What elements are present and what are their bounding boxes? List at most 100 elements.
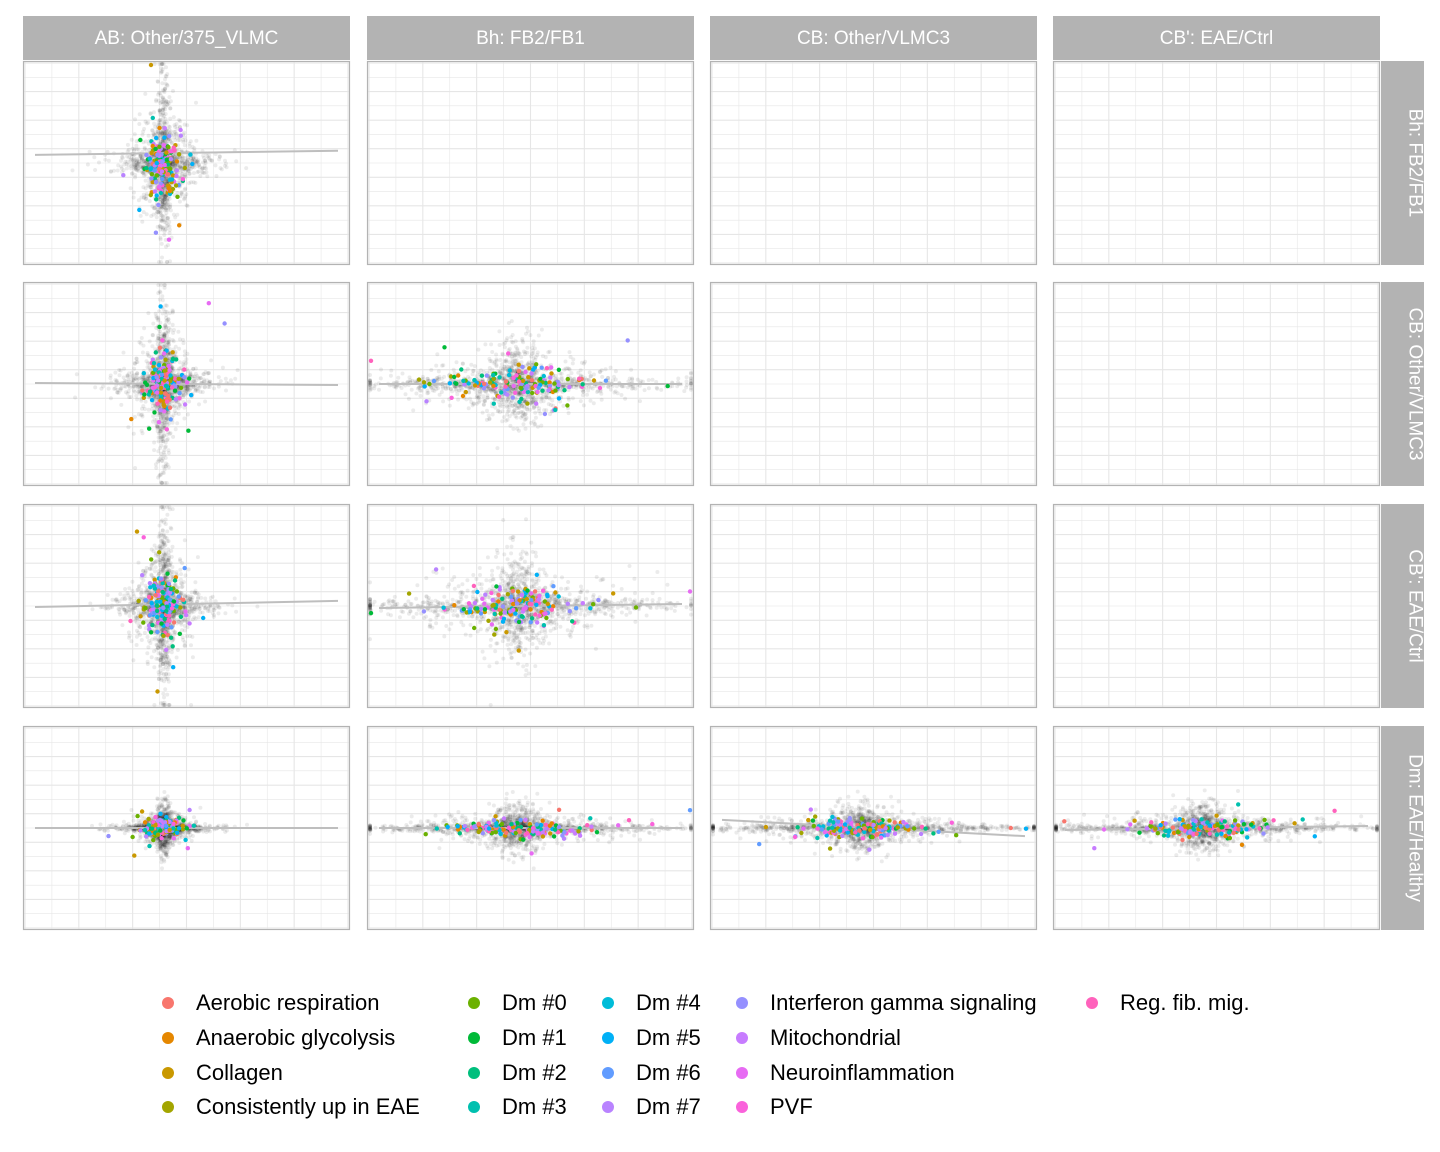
- data-point: [97, 160, 101, 165]
- highlighted-point: [149, 150, 154, 156]
- highlighted-point: [454, 381, 459, 386]
- highlighted-point: [541, 373, 546, 379]
- data-point: [543, 355, 548, 360]
- highlighted-point: [427, 381, 432, 387]
- data-point: [159, 225, 164, 230]
- data-point: [186, 369, 190, 374]
- data-point: [130, 157, 135, 162]
- data-point: [134, 372, 139, 377]
- data-point: [182, 416, 187, 421]
- highlighted-point: [556, 382, 561, 388]
- data-point: [124, 162, 129, 166]
- data-point: [483, 399, 487, 404]
- data-point: [535, 350, 540, 355]
- highlighted-point: [525, 401, 530, 406]
- data-point: [168, 106, 173, 111]
- data-point: [158, 235, 163, 240]
- highlighted-point: [170, 356, 176, 362]
- facet-panel: [22, 503, 351, 709]
- data-point: [209, 358, 214, 363]
- highlighted-point: [162, 378, 167, 383]
- facet-panel: [22, 281, 351, 487]
- row-strip: [1381, 61, 1424, 265]
- data-point: [485, 395, 490, 400]
- data-point: [164, 226, 169, 231]
- data-point: [142, 126, 147, 131]
- data-point: [168, 327, 173, 332]
- highlighted-point: [549, 371, 554, 376]
- data-point: [119, 155, 124, 160]
- highlighted-point: [174, 159, 180, 164]
- data-point: [558, 371, 563, 376]
- highlighted-point: [158, 355, 164, 360]
- data-point: [580, 393, 585, 398]
- data-point: [161, 62, 166, 66]
- data-point: [140, 406, 144, 411]
- data-point: [143, 178, 148, 183]
- data-point: [525, 407, 530, 412]
- highlighted-point: [456, 373, 461, 378]
- data-point: [516, 428, 521, 433]
- data-point: [108, 376, 113, 381]
- highlighted-point: [544, 366, 550, 371]
- data-point: [190, 379, 195, 384]
- highlighted-point: [520, 364, 525, 370]
- highlighted-point: [167, 188, 173, 194]
- highlighted-point: [565, 376, 570, 382]
- facet-panel: [22, 60, 351, 266]
- data-point: [137, 162, 142, 166]
- highlighted-point: [178, 385, 184, 390]
- highlighted-point: [174, 173, 179, 179]
- data-point: [167, 128, 172, 133]
- data-point: [125, 142, 130, 147]
- data-point: [93, 168, 98, 172]
- data-point: [159, 443, 164, 448]
- data-point: [137, 122, 142, 126]
- data-point: [436, 386, 440, 391]
- highlighted-point: [155, 401, 160, 406]
- data-point: [494, 362, 499, 367]
- data-point: [684, 375, 689, 380]
- data-point: [177, 179, 182, 184]
- data-point: [155, 224, 160, 229]
- data-point: [550, 398, 555, 403]
- highlighted-point: [539, 365, 544, 370]
- data-point: [151, 321, 156, 326]
- data-point: [533, 415, 538, 420]
- data-point: [153, 311, 158, 316]
- data-point: [193, 366, 198, 371]
- data-point: [195, 170, 200, 175]
- highlighted-point: [173, 183, 179, 188]
- data-point: [99, 386, 104, 391]
- highlighted-point: [166, 144, 171, 150]
- data-point: [480, 410, 485, 415]
- data-point: [372, 386, 377, 391]
- data-point: [587, 370, 592, 375]
- data-point: [92, 155, 97, 160]
- highlighted-point: [169, 385, 175, 390]
- data-point: [163, 100, 168, 105]
- data-point: [179, 159, 184, 164]
- data-point: [155, 342, 160, 347]
- data-point: [168, 116, 173, 121]
- highlighted-point: [159, 385, 164, 391]
- data-point: [135, 160, 140, 165]
- data-point: [132, 148, 136, 153]
- data-point: [182, 349, 187, 354]
- data-point: [119, 158, 123, 163]
- data-point: [160, 107, 165, 112]
- data-point: [125, 374, 130, 379]
- data-point: [182, 353, 187, 358]
- data-point: [160, 69, 165, 74]
- data-point: [497, 343, 502, 347]
- data-point: [156, 315, 161, 320]
- highlighted-point: [472, 383, 478, 388]
- highlighted-point: [156, 420, 162, 425]
- data-point: [409, 387, 414, 392]
- data-point: [565, 366, 570, 371]
- data-point: [600, 374, 605, 379]
- data-point: [157, 297, 162, 302]
- data-point: [185, 159, 190, 164]
- data-point: [429, 368, 434, 372]
- data-point: [124, 390, 128, 395]
